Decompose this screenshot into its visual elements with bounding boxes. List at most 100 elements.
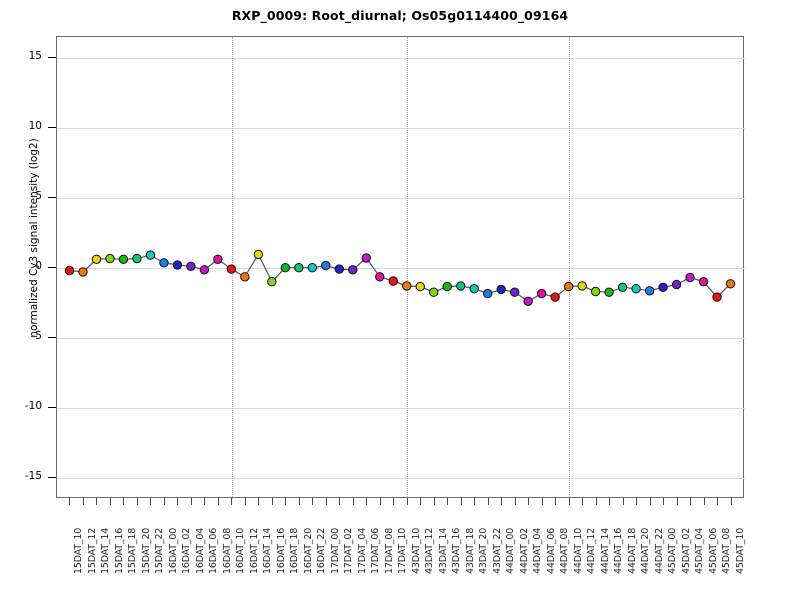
data-point-marker [563,281,574,292]
data-point-marker [644,286,655,296]
x-axis-tick-label: 15DAT_10 [73,527,85,574]
x-axis-tick-mark [352,498,354,505]
data-point-marker [725,279,736,289]
x-axis-tick-label: 43DAT_22 [491,527,503,574]
x-axis-tick-mark [271,498,273,505]
data-point-marker [159,258,169,268]
x-axis-tick-mark [109,498,111,505]
data-point-marker [402,281,412,291]
x-axis-tick-mark [514,498,516,505]
data-point-marker [456,281,466,291]
x-axis-tick-mark [325,498,327,505]
data-point-marker [199,265,210,275]
data-point-marker [118,254,129,265]
x-axis-tick-mark [433,498,435,505]
y-axis-tick-mark [48,57,56,58]
data-point-marker [294,263,304,273]
x-axis-tick-mark [82,498,84,505]
data-point-marker [280,263,291,273]
x-axis-tick-mark [204,498,206,505]
data-point-marker [536,288,547,299]
data-point-marker [415,281,425,292]
x-axis-tick-label: 17DAT_04 [356,527,368,574]
x-axis-tick-label: 45DAT_06 [707,527,719,574]
x-axis-tick-mark [190,498,192,505]
data-point-marker [712,292,722,302]
chart-title: RXP_0009: Root_diurnal; Os05g0114400_091… [231,8,569,23]
x-axis-tick-label: 17DAT_10 [397,527,409,574]
gridline-horizontal [57,268,745,269]
data-point-marker [321,260,331,271]
plot-area [56,36,745,499]
data-point-marker [64,265,75,276]
x-axis-tick-label: 43DAT_18 [464,527,476,574]
data-point-marker [348,265,358,275]
x-axis-tick-mark [123,498,125,505]
data-point-marker [685,272,695,283]
x-axis-tick-label: 16DAT_04 [194,527,206,574]
x-axis-tick-mark [622,498,624,505]
x-axis-tick-mark [555,498,557,505]
x-axis-tick-label: 44DAT_18 [626,527,638,574]
x-axis-tick-mark [460,498,462,505]
x-axis-tick-label: 16DAT_20 [302,527,314,574]
x-axis-tick-mark [649,498,651,505]
gridline-horizontal [57,478,745,479]
x-axis-tick-mark [285,498,287,505]
x-axis-tick-mark [298,498,300,505]
y-axis-tick-label: 10 [28,120,42,132]
data-point-marker [307,263,318,273]
data-point-marker [226,264,237,274]
x-axis-tick-mark [96,498,98,505]
x-axis-tick-label: 17DAT_08 [383,527,395,574]
x-axis-tick-label: 16DAT_06 [208,527,220,574]
y-axis-tick-mark [48,407,56,408]
x-axis-tick-mark [379,498,381,505]
x-axis-tick-label: 15DAT_16 [113,527,125,574]
x-axis-tick-label: 45DAT_02 [680,527,692,574]
x-axis-tick-mark [69,498,71,505]
y-axis-tick-label: 15 [28,50,42,62]
x-axis-tick-mark [258,498,260,505]
x-axis-tick-mark [528,498,530,505]
x-axis-tick-mark [406,498,408,505]
x-axis-tick-label: 44DAT_06 [545,527,557,574]
data-point-marker [496,284,506,295]
x-axis-tick-label: 43DAT_16 [451,527,463,574]
y-axis-tick-label: -15 [24,470,42,482]
x-axis-tick-mark [717,498,719,505]
x-axis-tick-mark [393,498,395,505]
y-axis: 15 10 5 0 -5 -10 -15 [0,0,56,600]
y-axis-tick-label: -5 [31,330,42,342]
x-axis-tick-mark [150,498,152,505]
x-axis-tick-label: 45DAT_04 [694,527,706,574]
gridline-horizontal [57,198,745,199]
x-axis-tick-label: 44DAT_04 [532,527,544,574]
x-axis-tick-label: 17DAT_02 [343,527,355,574]
gridline-horizontal [57,128,745,129]
x-axis-tick-mark [217,498,219,505]
data-point-marker [523,296,533,306]
x-axis-tick-label: 44DAT_08 [559,527,571,574]
x-axis-tick-label: 15DAT_22 [154,527,166,574]
x-axis-tick-label: 15DAT_12 [86,527,98,574]
data-point-marker [550,292,560,302]
x-axis-tick-mark [609,498,611,505]
x-axis-tick-label: 43DAT_20 [478,527,490,574]
data-series [64,249,736,306]
data-point-marker [482,288,493,299]
x-axis-tick-label: 43DAT_14 [437,527,449,574]
x-axis-tick-label: 44DAT_16 [613,527,625,574]
x-axis-tick-label: 43DAT_12 [424,527,436,574]
data-point-marker [388,276,398,286]
x-axis-tick-mark [703,498,705,505]
data-point-marker [361,253,371,263]
x-axis-tick-mark [582,498,584,505]
x-axis-tick-label: 44DAT_10 [572,527,584,574]
data-point-marker [145,250,156,260]
data-point-marker [698,277,709,287]
x-axis-tick-label: 16DAT_08 [221,527,233,574]
data-point-marker [375,272,385,282]
data-point-marker [172,260,183,270]
